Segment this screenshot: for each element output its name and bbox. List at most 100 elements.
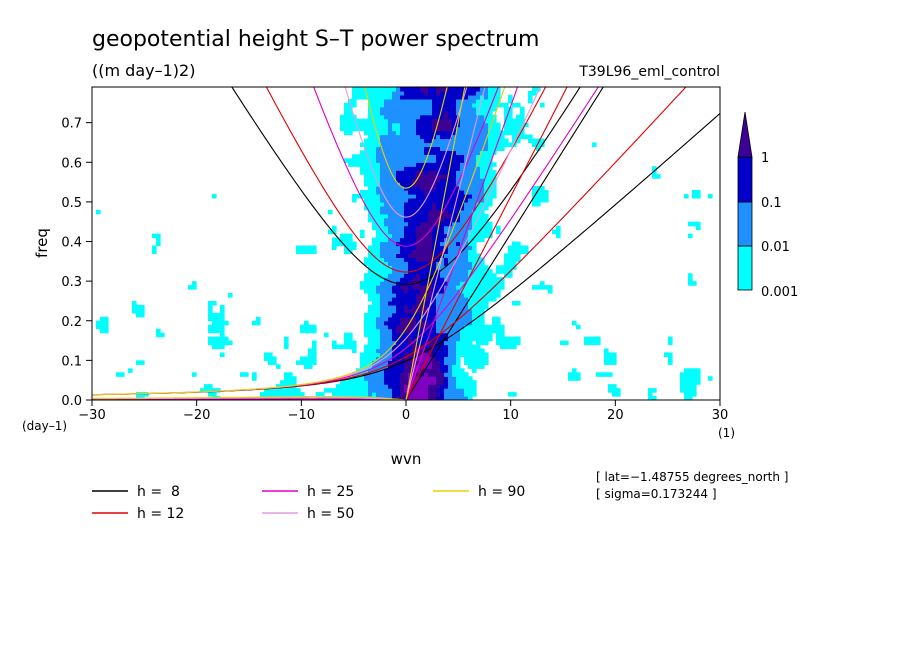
spectrum-cell [420,134,425,140]
spectrum-cell [444,110,449,116]
spectrum-cell [156,332,161,338]
spectrum-cell [380,154,385,159]
spectrum-cell [464,245,469,251]
spectrum-cell [300,360,305,365]
spectrum-cell [380,324,385,330]
spectrum-cell [496,277,501,282]
spectrum-cell [468,253,473,258]
spectrum-cell [384,201,389,207]
spectrum-cell [420,285,425,290]
spectrum-cell [392,304,397,310]
spectrum-cell [668,356,673,361]
spectrum-cell [416,94,421,100]
spectrum-cell [364,356,369,361]
spectrum-cell [368,110,373,116]
spectrum-cell [468,388,473,393]
spectrum-cell [352,154,357,159]
spectrum-cell [408,154,413,159]
spectrum-cell [400,134,405,140]
spectrum-cell [464,102,469,108]
spectrum-cell [408,328,413,334]
spectrum-cell [396,380,401,385]
spectrum-cell [368,150,373,155]
spectrum-cell [456,197,461,203]
spectrum-cell [384,368,389,373]
spectrum-cell [432,182,437,187]
spectrum-cell [428,289,433,294]
spectrum-cell [152,233,157,239]
spectrum-cell [356,94,361,100]
spectrum-cell [488,193,493,199]
spectrum-cell [396,245,401,251]
spectrum-cell [436,162,441,167]
spectrum-cell [460,344,465,350]
spectrum-cell [400,197,405,203]
spectrum-cell [416,90,421,96]
spectrum-cell [452,293,457,298]
spectrum-cell [456,392,461,397]
spectrum-cell [356,193,361,199]
spectrum-cell [444,396,449,400]
spectrum-cell [400,312,405,318]
spectrum-cell [508,126,513,132]
spectrum-cell [452,376,457,381]
spectrum-cell [464,126,469,132]
spectrum-cell [424,186,429,191]
spectrum-cell [464,273,469,278]
spectrum-cell [468,328,473,334]
spectrum-cell [444,174,449,179]
spectrum-cell [284,340,289,346]
spectrum-cell [404,273,409,278]
spectrum-cell [452,392,457,397]
spectrum-cell [364,138,369,144]
spectrum-cell [400,158,405,163]
spectrum-cell [668,360,673,365]
spectrum-cell [396,249,401,254]
spectrum-cell [352,340,357,346]
spectrum-cell [380,174,385,179]
spectrum-cell [212,300,217,306]
spectrum-cell [376,296,381,302]
spectrum-cell [572,320,577,326]
spectrum-cell [400,245,405,251]
spectrum-cell [456,237,461,243]
spectrum-cell [444,193,449,199]
spectrum-cell [408,265,413,270]
spectrum-cell [444,241,449,247]
spectrum-cell [416,213,421,219]
spectrum-cell [592,336,597,342]
spectrum-cell [480,285,485,290]
spectrum-cell [380,193,385,199]
spectrum-cell [476,293,481,298]
spectrum-cell [404,90,409,96]
spectrum-cell [480,186,485,191]
spectrum-cell [424,293,429,298]
spectrum-cell [448,178,453,183]
spectrum-cell [440,277,445,282]
spectrum-cell [472,229,477,235]
spectrum-cell [476,150,481,155]
spectrum-cell [588,340,593,346]
spectrum-cell [380,392,385,397]
spectrum-cell [472,241,477,247]
spectrum-cell [444,356,449,361]
spectrum-cell [428,277,433,282]
spectrum-cell [392,328,397,334]
spectrum-cell [380,106,385,112]
spectrum-cell [452,154,457,159]
spectrum-cell [416,142,421,148]
spectrum-cell [456,182,461,187]
spectrum-cell [432,158,437,163]
spectrum-cell [488,114,493,120]
spectrum-cell [492,118,497,124]
spectrum-cell [504,344,509,350]
spectrum-cell [384,154,389,159]
spectrum-cell [476,269,481,274]
spectrum-cell [440,110,445,116]
spectrum-cell [140,360,145,365]
spectrum-cell [432,94,437,100]
spectrum-cell [468,114,473,120]
spectrum-cell [372,150,377,155]
spectrum-cell [532,285,537,290]
spectrum-cell [392,205,397,211]
